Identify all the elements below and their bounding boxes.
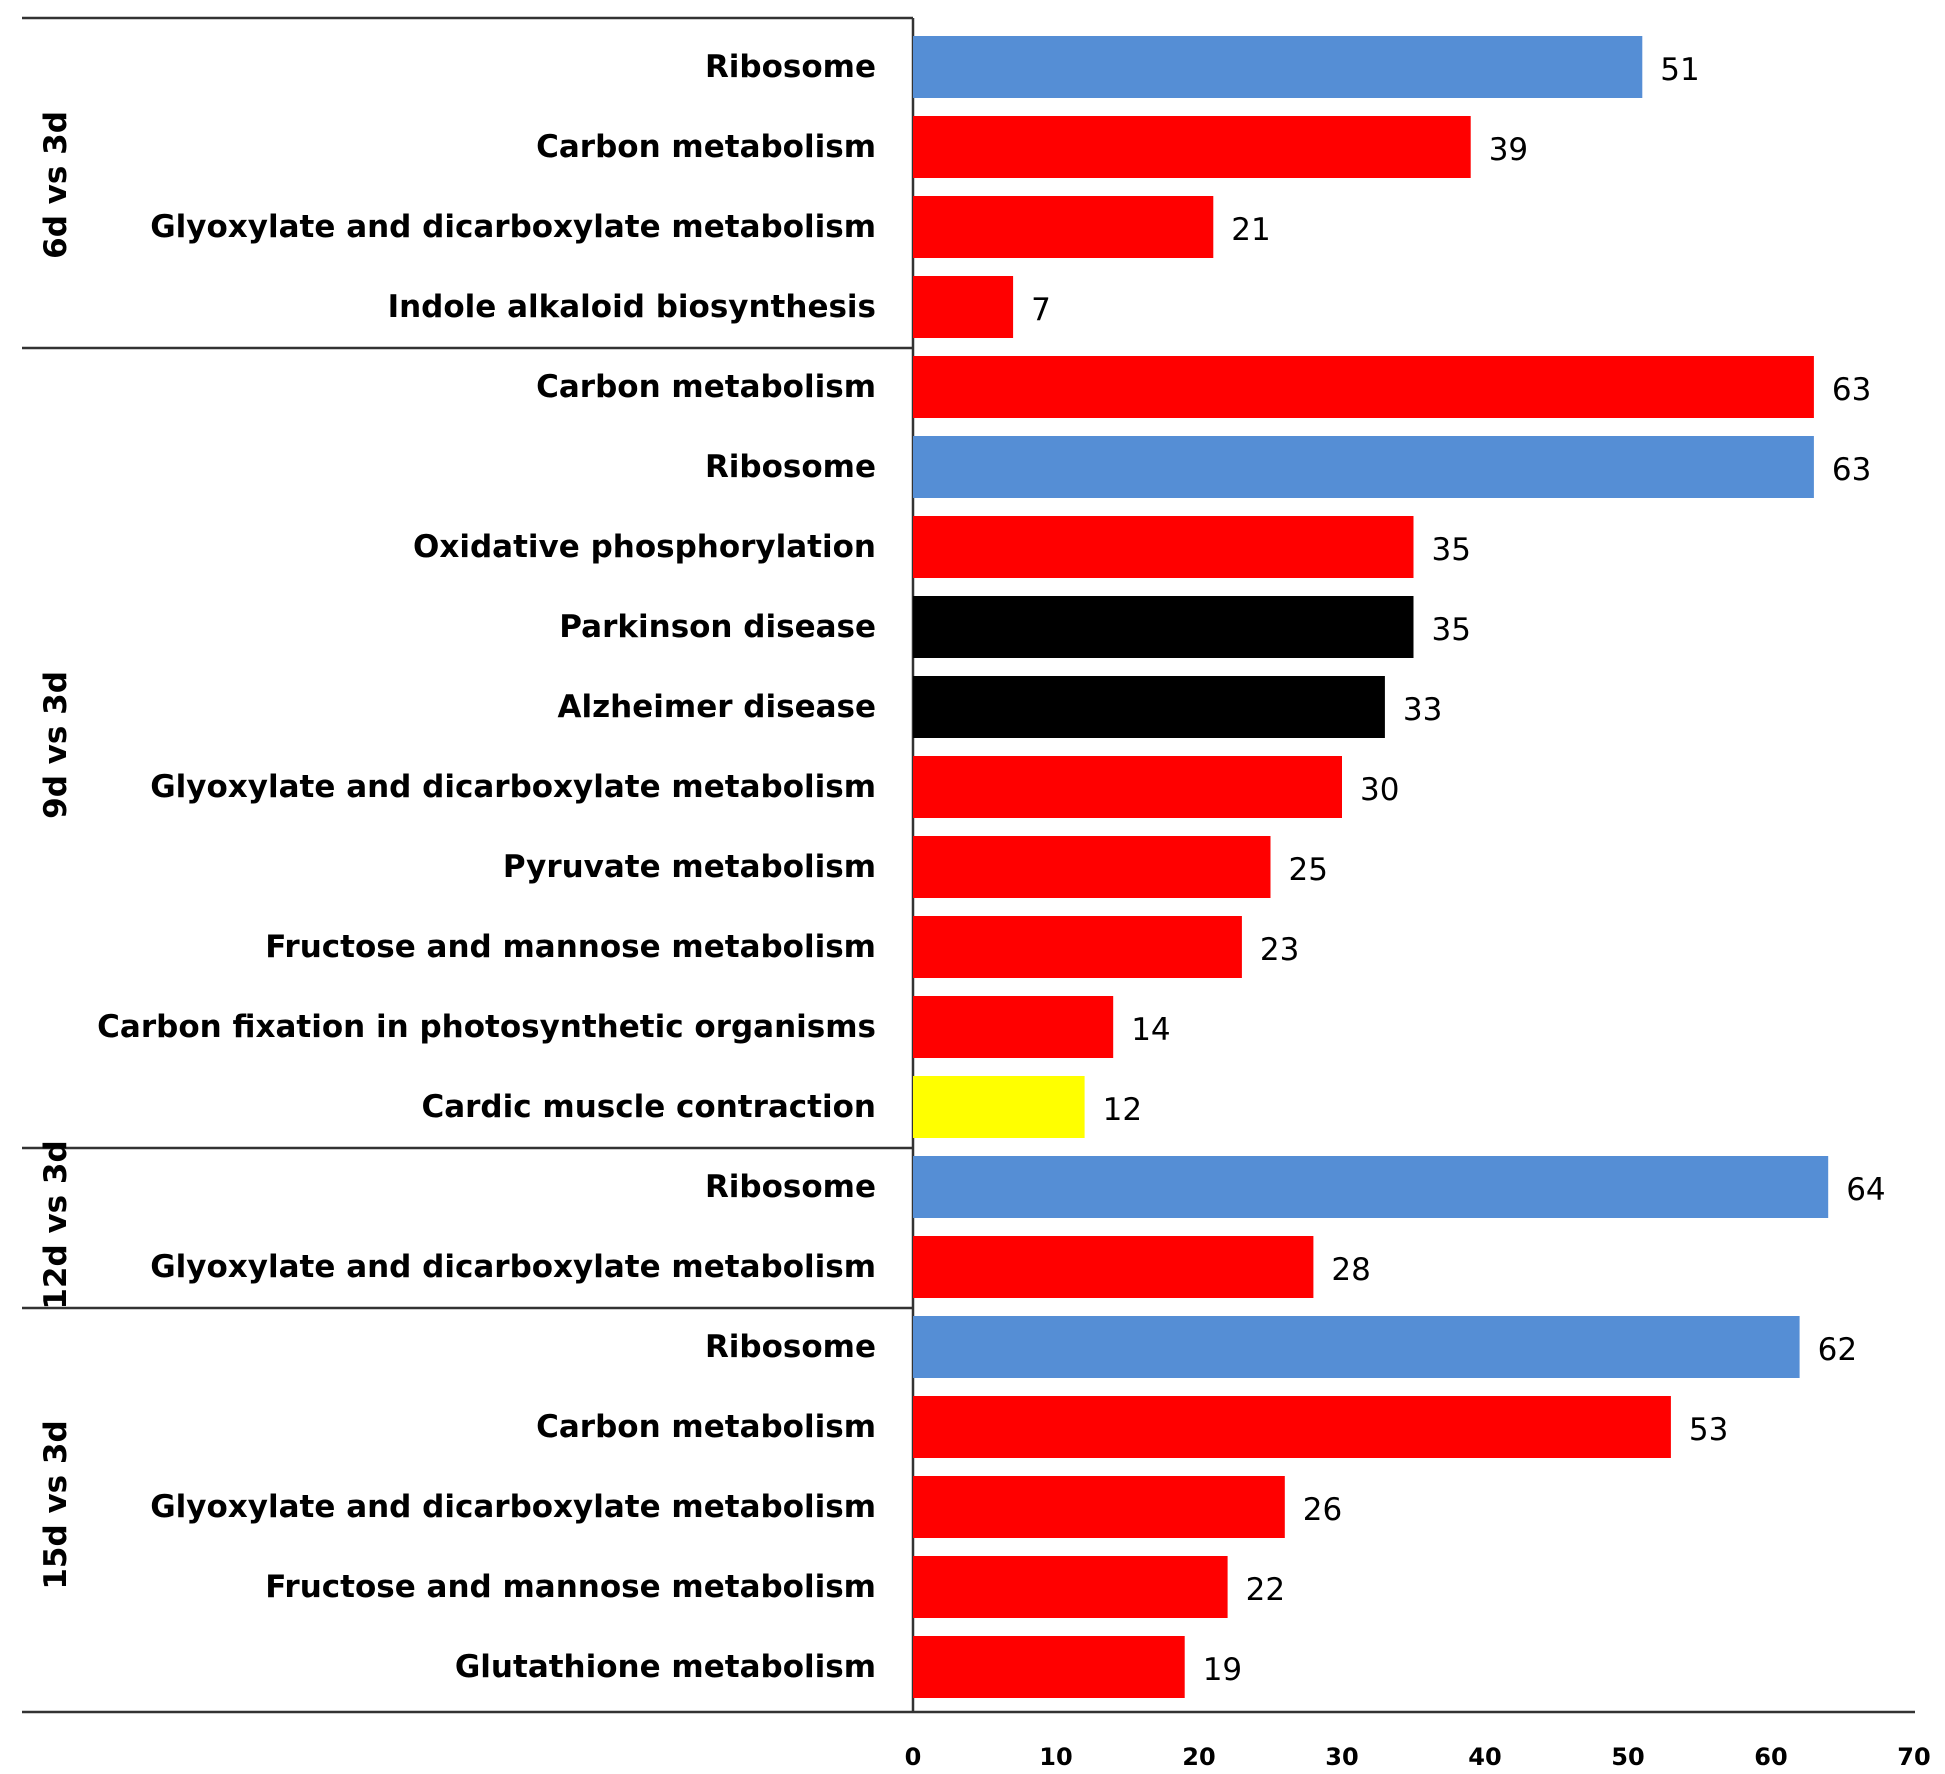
- value-label: 64: [1846, 1172, 1885, 1208]
- category-label: Ribosome: [705, 49, 876, 85]
- category-label: Glyoxylate and dicarboxylate metabolism: [150, 1249, 876, 1285]
- category-label: Glyoxylate and dicarboxylate metabolism: [150, 1489, 876, 1525]
- group-label: 6d vs 3d: [38, 111, 74, 259]
- bar-4-5: [913, 1636, 1185, 1698]
- category-label: Oxidative phosphorylation: [413, 529, 876, 565]
- bar-1-2: [913, 116, 1471, 178]
- category-label: Glutathione metabolism: [455, 1649, 876, 1685]
- group-labels-layer: 6d vs 3d 9d vs 3d 12d vs 3d 15d vs 3d: [38, 111, 74, 1590]
- bar-2-4: [913, 596, 1414, 658]
- bar-2-10: [913, 1076, 1085, 1138]
- bar-4-2: [913, 1396, 1671, 1458]
- bar-3-1: [913, 1156, 1829, 1218]
- value-label: 25: [1289, 852, 1328, 888]
- value-label: 53: [1689, 1412, 1728, 1448]
- bar-4-4: [913, 1556, 1228, 1618]
- value-label: 62: [1818, 1332, 1857, 1368]
- bar-3-2: [913, 1236, 1314, 1298]
- category-label: Carbon metabolism: [536, 1409, 876, 1445]
- value-label: 30: [1360, 772, 1399, 808]
- bar-2-2: [913, 436, 1814, 498]
- x-tick-label: 10: [1039, 1743, 1072, 1771]
- category-label: Cardic muscle contraction: [421, 1089, 876, 1125]
- value-label: 21: [1231, 212, 1270, 248]
- value-label: 63: [1832, 452, 1871, 488]
- value-label: 23: [1260, 932, 1299, 968]
- bar-2-9: [913, 996, 1114, 1058]
- bar-4-3: [913, 1476, 1285, 1538]
- bar-2-6: [913, 756, 1342, 818]
- x-tick-label: 60: [1754, 1743, 1787, 1771]
- bar-2-5: [913, 676, 1385, 738]
- bar-1-1: [913, 36, 1643, 98]
- bar-1-4: [913, 276, 1014, 338]
- category-labels-layer: Ribosome Carbon metabolism Glyoxylate and …: [97, 49, 876, 1685]
- value-label: 35: [1432, 612, 1471, 648]
- value-label: 12: [1103, 1092, 1142, 1128]
- category-label: Carbon metabolism: [536, 129, 876, 165]
- value-label: 19: [1203, 1652, 1242, 1688]
- x-tick-label: 0: [905, 1743, 922, 1771]
- value-label: 7: [1031, 292, 1051, 328]
- value-label: 26: [1303, 1492, 1342, 1528]
- category-label: Carbon metabolism: [536, 369, 876, 405]
- category-label: Glyoxylate and dicarboxylate metabolism: [150, 769, 876, 805]
- x-tick-label: 30: [1325, 1743, 1358, 1771]
- value-label: 22: [1246, 1572, 1285, 1608]
- value-label: 51: [1660, 52, 1699, 88]
- bar-1-3: [913, 196, 1214, 258]
- category-label: Alzheimer disease: [558, 689, 876, 725]
- category-label: Ribosome: [705, 1329, 876, 1365]
- group-label: 15d vs 3d: [38, 1420, 74, 1589]
- category-label: Fructose and mannose metabolism: [265, 1569, 876, 1605]
- x-tick-label: 50: [1611, 1743, 1644, 1771]
- value-label: 14: [1131, 1012, 1170, 1048]
- value-labels-layer: 51 39 21 7 63 63 35 35 33 30 25 23 14 12 64 28 62 53 26 22 1…: [1031, 52, 1886, 1688]
- bars-layer: [913, 36, 1829, 1698]
- value-label: 33: [1403, 692, 1442, 728]
- bar-2-3: [913, 516, 1414, 578]
- bar-2-7: [913, 836, 1271, 898]
- value-label: 39: [1489, 132, 1528, 168]
- category-label: Fructose and mannose metabolism: [265, 929, 876, 965]
- value-label: 28: [1331, 1252, 1370, 1288]
- group-label: 12d vs 3d: [38, 1140, 74, 1309]
- bar-4-1: [913, 1316, 1800, 1378]
- category-label: Ribosome: [705, 1169, 876, 1205]
- group-label: 9d vs 3d: [38, 671, 74, 819]
- category-label: Parkinson disease: [559, 609, 876, 645]
- category-label: Pyruvate metabolism: [503, 849, 876, 885]
- category-label: Carbon fixation in photosynthetic organi…: [97, 1009, 876, 1045]
- value-label: 35: [1432, 532, 1471, 568]
- bar-2-1: [913, 356, 1814, 418]
- value-label: 63: [1832, 372, 1871, 408]
- x-tick-label: 20: [1182, 1743, 1215, 1771]
- category-label: Indole alkaloid biosynthesis: [388, 289, 876, 325]
- category-label: Glyoxylate and dicarboxylate metabolism: [150, 209, 876, 245]
- bar-2-8: [913, 916, 1242, 978]
- category-label: Ribosome: [705, 449, 876, 485]
- x-tick-label: 70: [1897, 1743, 1930, 1771]
- x-tick-label: 40: [1468, 1743, 1501, 1771]
- x-axis: 0 10 20 30 40 50 60 70: [22, 1710, 1931, 1771]
